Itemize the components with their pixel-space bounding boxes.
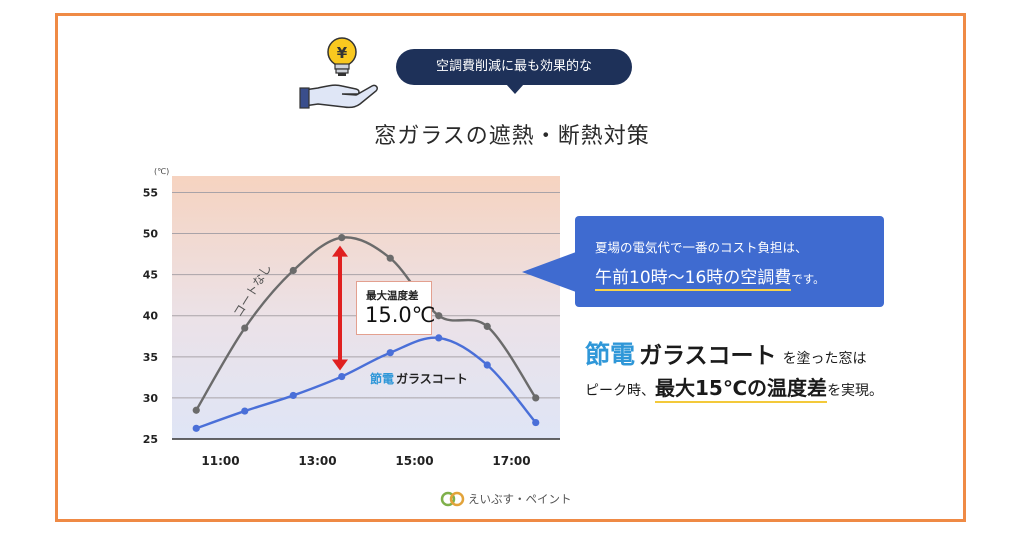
callout-line2: 午前10時〜16時の空調費です。 bbox=[595, 263, 825, 291]
claim-pre: ピーク時、 bbox=[585, 383, 655, 399]
x-tick-label: 11:00 bbox=[201, 454, 239, 468]
product-suffix: を塗った窓は bbox=[782, 351, 867, 367]
callout-line1: 夏場の電気代で一番のコスト負担は、 bbox=[595, 240, 808, 255]
callout-highlight: 午前10時〜16時の空調費 bbox=[595, 268, 792, 291]
lightbulb-yen-icon: ¥ bbox=[298, 34, 382, 112]
max-difference-box: 最大温度差 15.0℃ bbox=[356, 281, 436, 335]
data-point bbox=[532, 394, 540, 402]
data-point bbox=[386, 254, 394, 262]
data-point bbox=[338, 234, 346, 242]
max-difference-label: 最大温度差 bbox=[366, 290, 419, 302]
product-line: 節電 ガラスコート を塗った窓は bbox=[585, 335, 867, 371]
x-tick-label: 17:00 bbox=[492, 454, 530, 468]
svg-text:¥: ¥ bbox=[337, 44, 348, 62]
hand-icon bbox=[299, 84, 378, 109]
data-point bbox=[192, 406, 200, 414]
y-tick-label: 35 bbox=[143, 351, 158, 364]
x-tick-label: 15:00 bbox=[395, 454, 433, 468]
product-glass: ガラスコート bbox=[639, 343, 777, 369]
claim-line: ピーク時、最大15℃の温度差を実現。 bbox=[585, 372, 884, 403]
series-label-coat: 節電 ガラスコート bbox=[370, 371, 468, 386]
data-point bbox=[532, 418, 540, 427]
y-tick-label: 30 bbox=[143, 392, 159, 405]
data-point bbox=[435, 312, 443, 320]
difference-arrow-head-up bbox=[332, 245, 348, 257]
data-point bbox=[192, 424, 200, 432]
data-point bbox=[483, 322, 491, 331]
badge-tail bbox=[506, 84, 524, 94]
badge-label: 空調費削減に最も効果的な bbox=[435, 59, 592, 74]
y-tick-label: 50 bbox=[143, 228, 159, 241]
data-point bbox=[289, 391, 297, 400]
page-title: 窓ガラスの遮熱・断熱対策 bbox=[374, 124, 650, 149]
data-point bbox=[241, 324, 249, 332]
data-point bbox=[338, 372, 346, 381]
data-point bbox=[435, 334, 443, 342]
max-difference-value: 15.0℃ bbox=[365, 303, 436, 327]
badge: 空調費削減に最も効果的な bbox=[396, 49, 632, 85]
brand-logo: えいぶす・ペイント bbox=[440, 488, 600, 510]
data-point bbox=[386, 349, 394, 357]
y-tick-label: 55 bbox=[143, 186, 158, 199]
callout-tail bbox=[522, 252, 576, 292]
claim-big: 最大15℃の温度差 bbox=[655, 376, 828, 403]
y-tick-label: 45 bbox=[143, 269, 158, 282]
product-setsuden: 節電 bbox=[585, 340, 636, 369]
y-unit-label: (℃) bbox=[154, 167, 169, 176]
x-tick-label: 13:00 bbox=[298, 454, 336, 468]
difference-arrow-head-down bbox=[332, 359, 348, 371]
data-point bbox=[241, 407, 249, 415]
brand-name: えいぶす・ペイント bbox=[468, 492, 572, 506]
y-tick-label: 25 bbox=[143, 433, 158, 446]
data-point bbox=[483, 361, 491, 369]
callout-box: 夏場の電気代で一番のコスト負担は、 午前10時〜16時の空調費です。 bbox=[575, 216, 884, 307]
callout-suffix: です。 bbox=[791, 272, 825, 286]
data-point bbox=[289, 266, 297, 275]
y-tick-label: 40 bbox=[143, 310, 159, 323]
claim-post: を実現。 bbox=[827, 383, 884, 399]
logo-mark-icon bbox=[440, 491, 465, 507]
